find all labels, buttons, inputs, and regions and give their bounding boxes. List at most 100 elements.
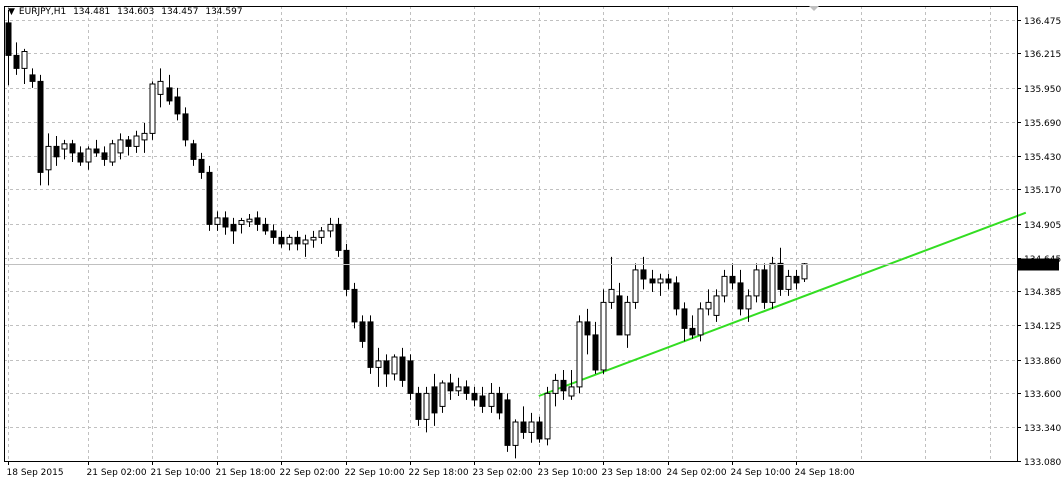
candle-body-37 [302,239,309,245]
candle-25 [206,165,213,231]
candle-body-53 [431,386,438,414]
x-tick-label-3: 21 Sep 18:00 [216,468,276,478]
candle-4 [37,74,44,186]
candle-49 [399,347,406,387]
y-tick-label-8: 134.385 [1024,288,1061,298]
candle-7 [61,139,68,160]
dropdown-triangle-icon[interactable]: ▼ [8,7,15,17]
x-tick-label-0: 18 Sep 2015 [7,468,64,478]
candle-body-91 [737,282,744,310]
candle-57 [463,380,470,400]
candle-body-43 [351,288,358,323]
candle-body-60 [488,392,495,407]
candle-body-27 [222,217,229,228]
candle-2 [21,48,28,84]
candle-65 [528,412,535,443]
chart-shift-marker[interactable] [809,6,819,11]
candle-body-46 [375,360,382,368]
candle-body-68 [552,379,559,394]
candle-body-72 [584,321,591,336]
current-price-label: 134.597 [1018,258,1059,271]
candle-body-5 [45,145,52,171]
candle-87 [705,289,712,316]
x-tick-label-12: 24 Sep 18:00 [795,468,855,478]
candle-body-75 [608,288,615,303]
candle-body-13 [109,143,116,163]
candle-body-3 [29,74,36,82]
symbol-label: EURJPY,H1 [18,7,67,17]
candle-60 [488,383,495,413]
candle-91 [737,269,744,316]
candle-19 [157,68,164,108]
candle-27 [222,211,229,235]
candle-38 [310,230,317,248]
candle-21 [174,87,181,121]
candle-body-40 [327,223,334,232]
candle-95 [769,256,776,309]
candle-18 [149,81,156,140]
candle-body-19 [157,80,164,95]
candle-body-15 [125,139,132,147]
candle-body-41 [335,223,342,251]
candle-32 [262,217,269,235]
candle-body-55 [447,382,454,392]
trendline-layer [538,211,1027,397]
candle-body-47 [383,360,390,375]
candle-70 [568,370,575,400]
candle-body-2 [21,51,28,69]
candle-20 [166,74,173,105]
candle-body-74 [600,301,607,371]
candle-63 [512,419,519,459]
candle-body-12 [101,152,108,160]
candles-layer [5,9,808,459]
candle-41 [335,217,342,257]
candle-9 [77,146,84,166]
candle-body-26 [214,217,221,225]
candle-47 [383,354,390,387]
candle-82 [665,273,672,290]
candle-85 [689,315,696,339]
candle-23 [190,139,197,166]
candle-body-10 [85,148,92,163]
x-tick-label-10: 24 Sep 02:00 [667,468,727,478]
candle-68 [552,373,559,407]
trendline [538,211,1027,397]
candle-37 [302,234,309,257]
x-tick-label-11: 24 Sep 10:00 [731,468,791,478]
candle-body-32 [262,223,269,232]
y-tick-label-6: 134.905 [1024,221,1061,231]
candle-body-90 [729,275,736,284]
candle-body-22 [182,113,189,141]
candle-body-49 [399,356,406,381]
candle-body-51 [415,392,422,420]
candle-body-31 [254,217,261,225]
candle-30 [246,214,253,227]
candle-body-93 [753,269,760,297]
candle-78 [632,263,639,309]
candle-body-52 [423,392,430,420]
candle-body-71 [576,321,583,388]
candle-body-99 [801,263,808,280]
candle-62 [504,393,511,452]
candle-body-87 [705,301,712,310]
candle-83 [673,276,680,316]
candle-54 [439,380,446,413]
candle-6 [53,136,60,166]
candle-46 [375,347,382,387]
current-price-label-text: 134.597 [1020,261,1057,271]
candle-body-92 [745,295,752,310]
candle-59 [479,386,486,413]
candle-3 [29,68,36,88]
candle-89 [721,269,728,303]
candle-body-57 [463,386,470,394]
candle-body-65 [528,421,535,433]
candle-body-48 [391,356,398,375]
candle-90 [729,263,736,290]
candle-body-38 [310,236,317,241]
candle-51 [415,386,422,426]
candle-body-24 [198,158,205,173]
candle-96 [777,247,784,296]
low-value: 134.457 [161,7,199,17]
candle-body-16 [133,135,140,147]
